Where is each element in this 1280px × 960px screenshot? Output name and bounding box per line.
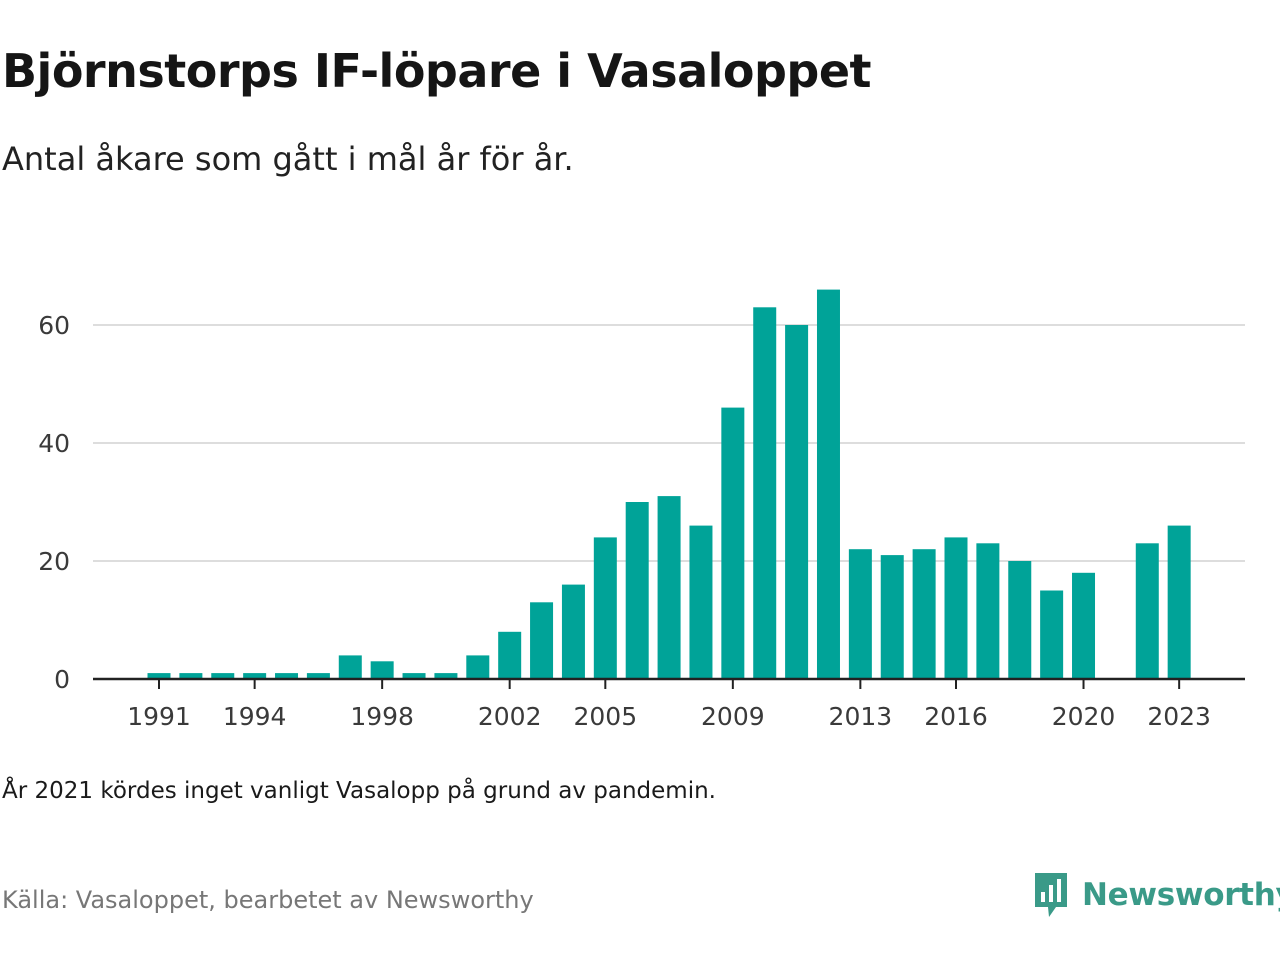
bar-2015 xyxy=(912,549,936,679)
bar-2010 xyxy=(753,307,777,679)
bar-2001 xyxy=(466,655,490,679)
y-tick-label-20: 20 xyxy=(38,547,70,576)
newsworthy-logo-icon xyxy=(1035,873,1067,917)
bar-2013 xyxy=(848,549,872,679)
x-tick-label-1998: 1998 xyxy=(350,702,414,731)
bar-1993 xyxy=(211,673,235,679)
x-tick-label-1994: 1994 xyxy=(223,702,287,731)
y-tick-label-0: 0 xyxy=(54,665,70,694)
bar-2022 xyxy=(1135,543,1159,679)
bar-2016 xyxy=(944,537,968,679)
bar-2012 xyxy=(816,289,840,679)
bar-chart: 0 20 40 60 1991 1994 1998 2002 2005 2009 2013 2016 2… xyxy=(38,289,1245,731)
bar-1994 xyxy=(243,673,267,679)
bar-2019 xyxy=(1040,590,1064,679)
x-tick-label-2009: 2009 xyxy=(701,702,765,731)
bar-1991 xyxy=(147,673,171,679)
chart-subtitle: Antal åkare som gått i mål år för år. xyxy=(2,140,574,178)
x-tick-label-2016: 2016 xyxy=(924,702,988,731)
bar-1996 xyxy=(306,673,330,679)
footnote: År 2021 kördes inget vanligt Vasalopp på… xyxy=(2,778,716,804)
bar-2009 xyxy=(721,407,745,679)
bar-2002 xyxy=(498,631,522,679)
bar-2000 xyxy=(434,673,458,679)
bar-2006 xyxy=(625,502,649,679)
bars xyxy=(147,289,1191,679)
logo-text: Newsworthy xyxy=(1082,877,1280,913)
y-tick-label-40: 40 xyxy=(38,429,70,458)
bar-2018 xyxy=(1008,561,1032,679)
newsworthy-logo: Newsworthy xyxy=(1032,870,1280,920)
tick-labels: 0 20 40 60 1991 1994 1998 2002 2005 2009 2013 2016 2… xyxy=(38,311,1211,731)
bar-2023 xyxy=(1167,525,1191,679)
bar-2011 xyxy=(785,325,809,679)
bar-2004 xyxy=(561,584,585,679)
bar-2020 xyxy=(1072,572,1096,679)
bar-1998 xyxy=(370,661,394,679)
x-tick-label-2005: 2005 xyxy=(574,702,638,731)
bar-1997 xyxy=(338,655,362,679)
bar-2014 xyxy=(880,555,904,679)
bar-2005 xyxy=(593,537,617,679)
x-tick-label-2020: 2020 xyxy=(1052,702,1116,731)
y-tick-label-60: 60 xyxy=(38,311,70,340)
x-tick-label-2013: 2013 xyxy=(829,702,893,731)
x-tick-label-2023: 2023 xyxy=(1147,702,1211,731)
axes xyxy=(93,677,1245,689)
source-credit: Källa: Vasaloppet, bearbetet av Newswort… xyxy=(2,886,534,914)
bar-2008 xyxy=(689,525,713,679)
bar-2017 xyxy=(976,543,1000,679)
x-tick-label-2002: 2002 xyxy=(478,702,542,731)
x-tick-label-1991: 1991 xyxy=(127,702,191,731)
chart-title: Björnstorps IF-löpare i Vasaloppet xyxy=(2,44,872,98)
bar-2003 xyxy=(530,602,554,679)
bar-2007 xyxy=(657,496,681,679)
bar-1992 xyxy=(179,673,203,679)
bar-1995 xyxy=(275,673,299,679)
bar-1999 xyxy=(402,673,426,679)
